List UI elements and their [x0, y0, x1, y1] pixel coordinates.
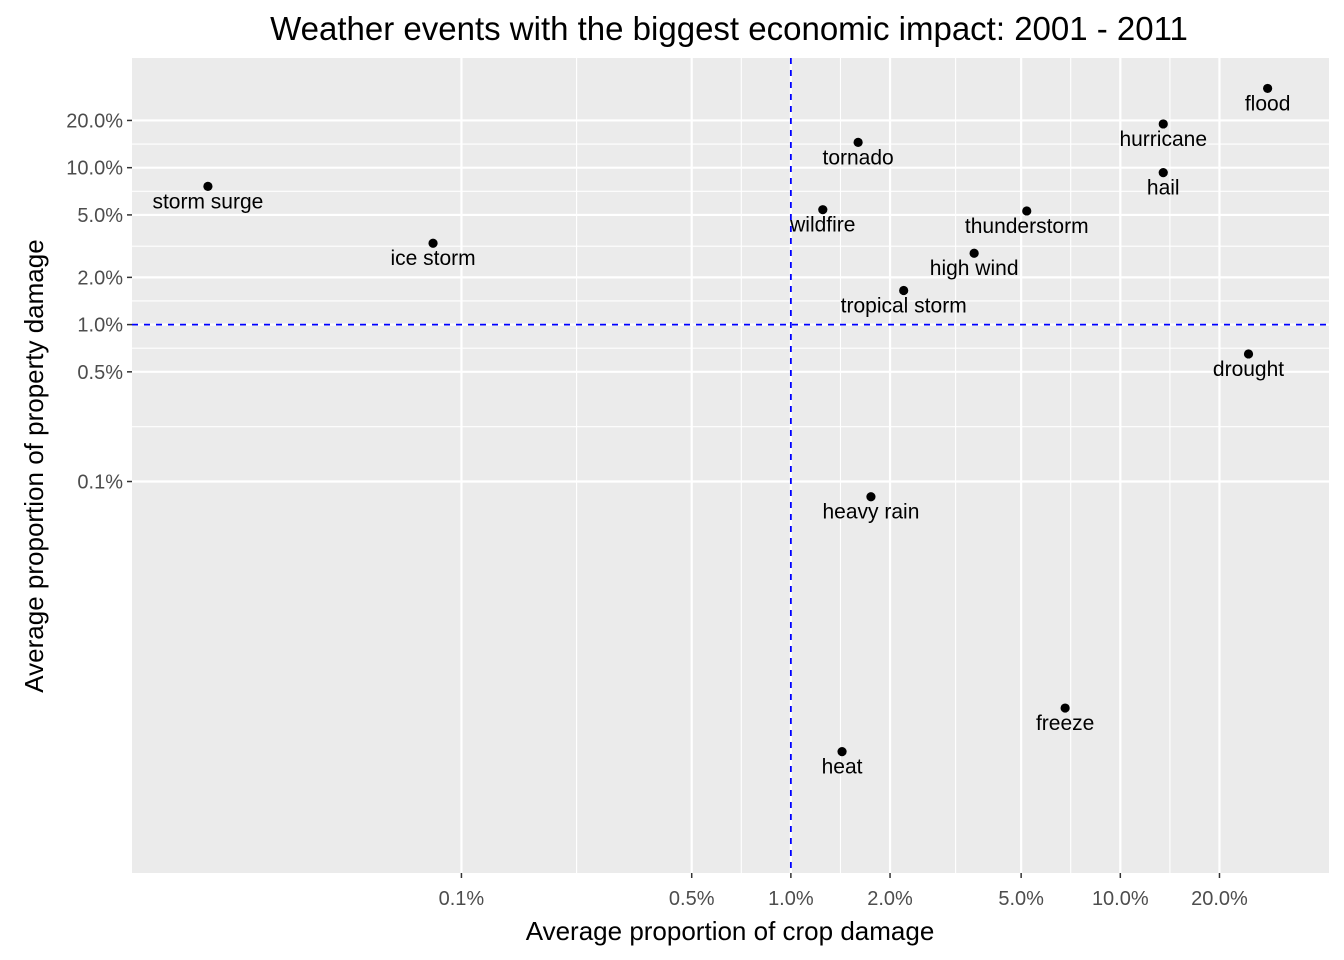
x-tick-label: 5.0% — [998, 888, 1044, 910]
y-tick-label: 1.0% — [77, 315, 123, 337]
data-points — [203, 83, 1273, 757]
point-tropical-storm — [899, 285, 909, 296]
point-tornado — [853, 137, 863, 147]
y-tick-label: 10.0% — [66, 158, 123, 180]
point-freeze — [1060, 703, 1070, 713]
point-labels: flood hurricane tornado hail storm surge wild… — [152, 92, 1290, 778]
point-label-wildfire: wildfire — [789, 214, 855, 237]
y-axis: 0.1% 0.5% 1.0% 2.0% 5.0% 10.0% 20.0% — [66, 110, 132, 494]
point-drought — [1243, 349, 1254, 359]
grid-lines — [132, 58, 1329, 873]
point-label-hail: hail — [1147, 177, 1180, 200]
x-tick-label: 2.0% — [867, 888, 913, 910]
point-label-high-wind: high wind — [930, 257, 1019, 280]
point-label-thunderstorm: thunderstorm — [965, 215, 1089, 238]
y-tick-label: 0.1% — [77, 472, 123, 494]
point-label-heavy-rain: heavy rain — [822, 501, 919, 524]
x-tick-label: 1.0% — [768, 888, 814, 910]
point-label-hurricane: hurricane — [1119, 128, 1207, 151]
x-tick-label: 0.1% — [439, 888, 485, 910]
point-label-tropical-storm: tropical storm — [841, 294, 967, 317]
point-thunderstorm — [1022, 206, 1032, 216]
y-tick-label: 20.0% — [66, 110, 123, 132]
y-tick-label: 2.0% — [77, 267, 123, 289]
y-tick-label: 5.0% — [77, 205, 123, 227]
x-axis-title: Average proportion of crop damage — [526, 916, 935, 946]
point-wildfire — [818, 205, 828, 215]
x-tick-label: 10.0% — [1092, 888, 1149, 910]
x-axis: 0.1% 0.5% 1.0% 2.0% 5.0% 10.0% 20.0% — [439, 873, 1248, 910]
plot-panel — [132, 58, 1329, 873]
point-label-ice-storm: ice storm — [390, 247, 475, 270]
point-hail — [1158, 168, 1168, 178]
point-hurricane — [1158, 119, 1168, 129]
point-storm-surge — [203, 181, 213, 191]
reference-lines — [132, 58, 1329, 873]
point-heat — [837, 747, 847, 757]
point-high-wind — [969, 248, 979, 258]
point-label-heat: heat — [822, 756, 863, 779]
point-label-storm-surge: storm surge — [152, 190, 263, 213]
point-label-flood: flood — [1245, 92, 1291, 115]
point-label-drought: drought — [1213, 358, 1284, 381]
point-label-freeze: freeze — [1036, 712, 1094, 735]
point-flood — [1263, 83, 1273, 94]
x-tick-label: 20.0% — [1191, 888, 1248, 910]
y-axis-title: Average proportion of property damage — [19, 239, 49, 692]
point-heavy-rain — [866, 492, 876, 502]
point-ice-storm — [428, 238, 438, 248]
x-tick-label: 0.5% — [669, 888, 715, 910]
y-tick-label: 0.5% — [77, 362, 123, 384]
chart-title: Weather events with the biggest economic… — [270, 10, 1188, 47]
point-label-tornado: tornado — [823, 146, 894, 169]
